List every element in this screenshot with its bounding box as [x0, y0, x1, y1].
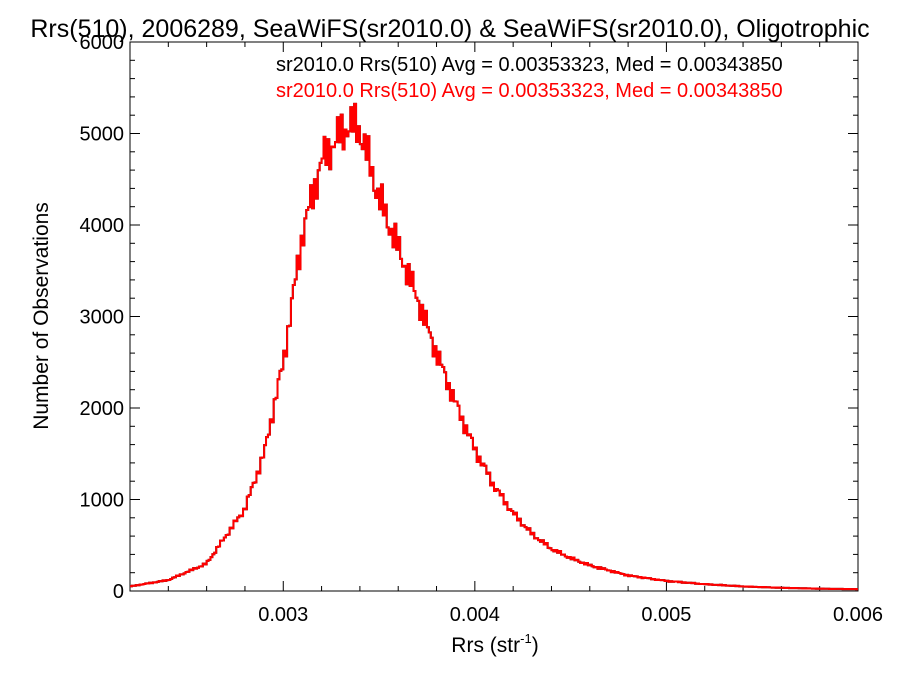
- x-axis-label-end: ): [532, 634, 539, 657]
- y-tick-label: 4000: [80, 215, 125, 237]
- legend-entry-1: sr2010.0 Rrs(510) Avg = 0.00353323, Med …: [276, 54, 783, 76]
- chart-title: Rrs(510), 2006289, SeaWiFS(sr2010.0) & S…: [30, 15, 869, 43]
- x-tick-label: 0.004: [450, 604, 500, 626]
- y-axis-ticks: 0 1000 2000 3000 4000 5000 6000: [80, 32, 858, 603]
- plot-frame: [129, 41, 859, 592]
- plot-area-border: [129, 41, 859, 592]
- x-tick-label: 0.006: [833, 604, 883, 626]
- y-tick-label: 6000: [80, 32, 125, 54]
- y-tick-label: 5000: [80, 124, 125, 146]
- y-tick-label: 0: [113, 581, 124, 603]
- x-axis-label-exponent: -1: [520, 631, 532, 646]
- legend-entry-2: sr2010.0 Rrs(510) Avg = 0.00353323, Med …: [276, 80, 783, 102]
- y-axis-label: Number of Observations: [30, 202, 53, 430]
- y-tick-label: 2000: [80, 398, 125, 420]
- x-axis-ticks: 0.003 0.004 0.005 0.006: [129, 42, 883, 626]
- legend: sr2010.0 Rrs(510) Avg = 0.00353323, Med …: [276, 54, 783, 102]
- series-layer: [130, 102, 858, 591]
- x-tick-label: 0.003: [258, 604, 308, 626]
- x-axis-label: Rrs (str-1): [451, 631, 538, 657]
- y-tick-label: 3000: [80, 307, 125, 329]
- x-axis-label-main: Rrs (str: [451, 634, 520, 657]
- histogram-series-2: [130, 102, 858, 591]
- y-tick-label: 1000: [80, 490, 125, 512]
- x-tick-label: 0.005: [641, 604, 691, 626]
